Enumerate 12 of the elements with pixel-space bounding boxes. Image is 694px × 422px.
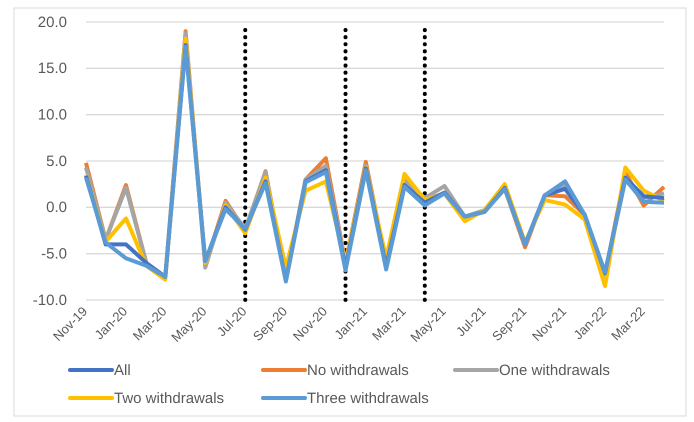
y-tick-label: 15.0 — [38, 60, 67, 78]
legend-label: Two withdrawals — [114, 390, 224, 407]
legend-label: Three withdrawals — [307, 390, 429, 407]
legend-label: All — [114, 362, 131, 379]
legend-label: One withdrawals — [499, 362, 610, 379]
y-tick-label: -10.0 — [32, 292, 67, 309]
y-tick-label: 0.0 — [46, 199, 67, 216]
legend-label: No withdrawals — [307, 362, 409, 379]
y-tick-label: 20.0 — [38, 14, 67, 31]
y-tick-label: 5.0 — [46, 152, 67, 170]
y-tick-label: -5.0 — [41, 245, 67, 262]
y-tick-label: 10.0 — [38, 106, 67, 124]
